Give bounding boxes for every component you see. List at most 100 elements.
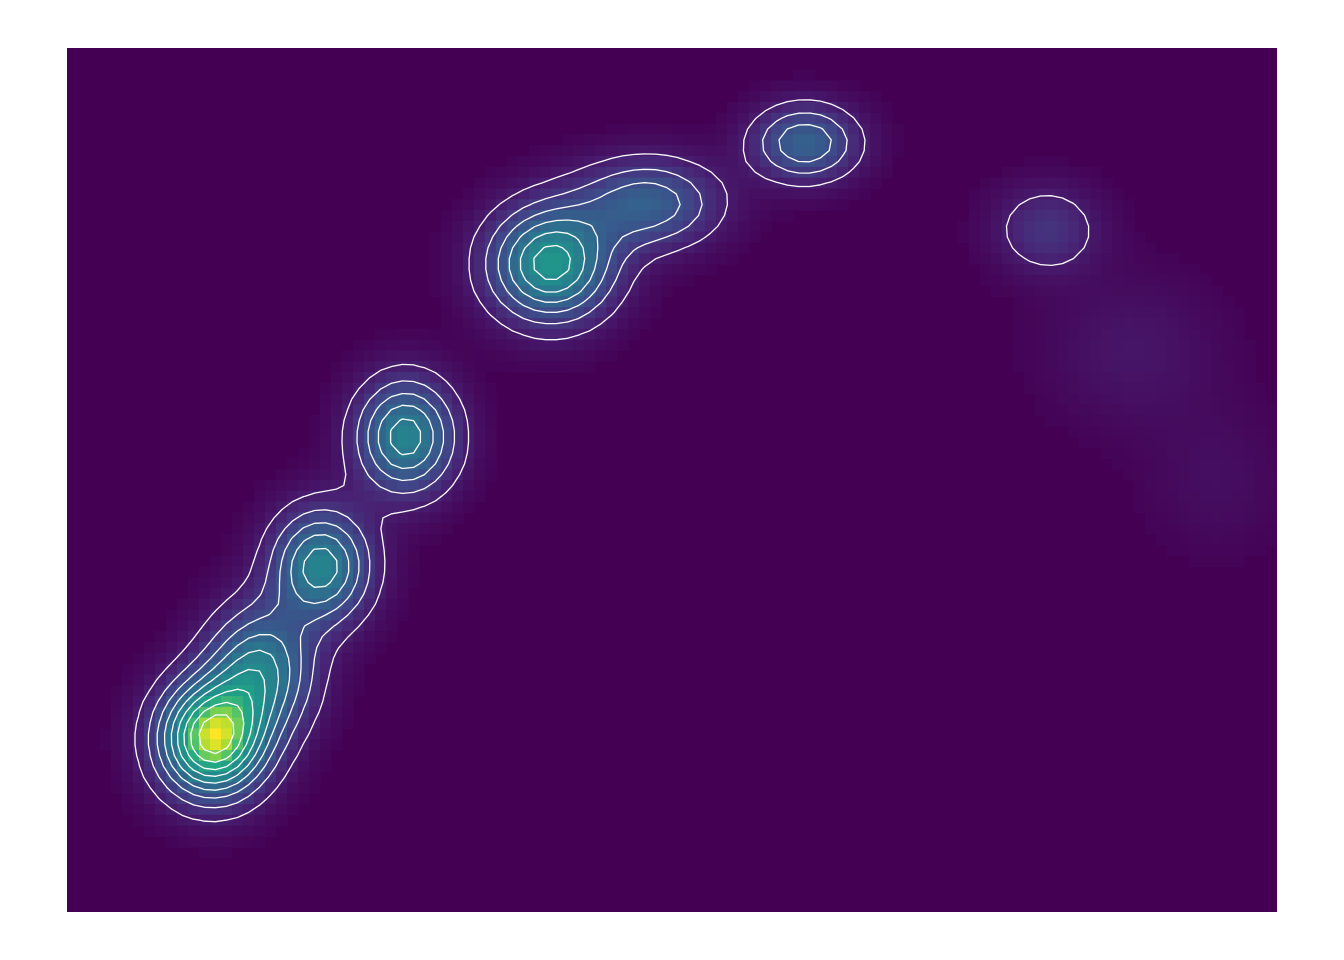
heatmap-cell <box>375 631 387 643</box>
heatmap-cell <box>529 350 541 362</box>
heatmap-cell <box>243 534 255 546</box>
heatmap-cell <box>122 750 134 762</box>
contour-line-level-5 <box>170 231 586 784</box>
heatmap-cell <box>463 307 475 319</box>
heatmap-cell <box>397 512 409 524</box>
heatmap-cell <box>1244 415 1256 427</box>
heatmap-cell <box>1101 242 1113 254</box>
heatmap-cell <box>111 685 123 697</box>
heatmap-cell <box>529 339 541 351</box>
heatmap-cell <box>1112 458 1124 470</box>
heatmap-cell <box>408 523 420 535</box>
heatmap-cell <box>1189 372 1201 384</box>
heatmap-cell <box>331 458 343 470</box>
heatmap-cell <box>771 134 783 146</box>
heatmap-cell <box>980 242 992 254</box>
heatmap-cell <box>177 750 189 762</box>
heatmap-cell <box>496 242 508 254</box>
heatmap-cell <box>1189 544 1201 557</box>
heatmap-cell <box>540 242 552 254</box>
heatmap-cell <box>617 210 629 222</box>
heatmap-cell <box>1211 361 1223 373</box>
heatmap-cell <box>969 242 981 254</box>
heatmap-cell <box>364 534 376 546</box>
heatmap-cell <box>419 534 431 546</box>
heatmap-cell <box>485 285 497 297</box>
heatmap-cells <box>100 69 1277 859</box>
contour-line-level-9 <box>198 714 235 755</box>
heatmap-cell <box>1123 264 1135 276</box>
heatmap-cell <box>540 210 552 222</box>
heatmap-cell <box>573 318 585 330</box>
heatmap-cell <box>738 91 750 103</box>
heatmap-cell <box>1024 372 1036 384</box>
heatmap-cell <box>1178 339 1190 351</box>
heatmap-cell <box>353 480 365 492</box>
heatmap-cell <box>463 220 475 233</box>
heatmap-cell <box>1046 415 1058 427</box>
heatmap-cell <box>243 782 255 794</box>
heatmap-cell <box>507 199 519 211</box>
heatmap-cell <box>518 274 530 287</box>
heatmap-cell <box>1068 426 1080 438</box>
heatmap-cell <box>848 80 860 92</box>
heatmap-cell <box>342 490 354 503</box>
heatmap-cell <box>210 642 222 654</box>
heatmap-cell <box>727 231 739 243</box>
heatmap-cell <box>1090 274 1102 287</box>
heatmap-cell <box>584 166 596 179</box>
heatmap-cell <box>177 696 189 708</box>
heatmap-cell <box>408 577 420 589</box>
heatmap-cell <box>133 760 145 773</box>
heatmap-cell <box>353 339 365 351</box>
heatmap-cell <box>243 685 255 697</box>
heatmap-cell <box>309 760 321 773</box>
heatmap-cell <box>1222 382 1234 395</box>
heatmap-cell <box>386 512 398 524</box>
heatmap-cell <box>606 145 618 157</box>
heatmap-cell <box>1233 458 1245 470</box>
heatmap-cell <box>397 555 409 567</box>
heatmap-cell <box>804 145 816 157</box>
heatmap-cell <box>133 663 145 675</box>
heatmap-cell <box>628 123 640 135</box>
heatmap-cell <box>562 220 574 233</box>
heatmap-cell <box>617 123 629 135</box>
heatmap-cell <box>353 588 365 600</box>
heatmap-cell <box>254 501 266 513</box>
heatmap-cell <box>1244 393 1256 405</box>
heatmap-cell <box>452 361 464 373</box>
heatmap-cell <box>463 382 475 395</box>
heatmap-cell <box>1266 501 1277 513</box>
heatmap-cell <box>760 188 772 200</box>
heatmap-cell <box>1167 512 1179 524</box>
heatmap-cell <box>1013 220 1025 233</box>
heatmap-cell <box>133 652 145 665</box>
heatmap-cell <box>408 361 420 373</box>
heatmap-cell <box>1222 436 1234 449</box>
heatmap-cell <box>166 750 178 762</box>
heatmap-cell <box>1189 318 1201 330</box>
heatmap-cell <box>1167 382 1179 395</box>
heatmap-cell <box>364 652 376 665</box>
heatmap-cell <box>518 220 530 233</box>
heatmap-cell <box>199 847 211 859</box>
heatmap-cell <box>837 177 849 189</box>
heatmap-cell <box>1145 274 1157 287</box>
heatmap-cell <box>1090 361 1102 373</box>
heatmap-cell <box>298 685 310 697</box>
heatmap-cell <box>584 134 596 146</box>
heatmap-cell <box>1145 318 1157 330</box>
heatmap-cell <box>1002 253 1014 265</box>
heatmap-cell <box>584 231 596 243</box>
heatmap-cell <box>606 253 618 265</box>
heatmap-cell <box>221 642 233 654</box>
heatmap-cell <box>309 598 321 611</box>
heatmap-cell <box>265 577 277 589</box>
heatmap-cell <box>364 447 376 459</box>
heatmap-cell <box>1145 480 1157 492</box>
heatmap-cell <box>1002 242 1014 254</box>
heatmap-cell <box>430 285 442 297</box>
heatmap-cell <box>1200 447 1212 459</box>
heatmap-cell <box>144 814 156 827</box>
